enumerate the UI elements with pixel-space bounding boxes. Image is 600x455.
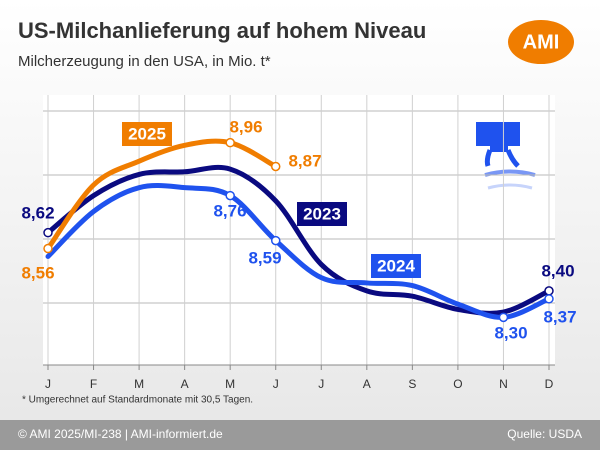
- x-tick-label: F: [90, 377, 97, 391]
- data-label: 8,96: [229, 117, 262, 136]
- milk-icon: [476, 122, 536, 190]
- footnote: * Umgerechnet auf Standardmonate mit 30,…: [22, 395, 253, 406]
- logo-badge: [508, 20, 574, 64]
- data-label: 8,76: [213, 201, 246, 220]
- data-point: [225, 190, 235, 201]
- chart-title: US-Milchanlieferung auf hohem Niveau: [18, 18, 426, 43]
- data-label: 8,62: [21, 203, 54, 222]
- x-tick-label: J: [273, 377, 279, 391]
- source: Quelle: USDA: [507, 427, 582, 441]
- series-line: [45, 164, 552, 316]
- logo-text: AMI: [523, 31, 560, 53]
- copyright: © AMI 2025/MI-238 | AMI-informiert.de: [18, 427, 223, 441]
- chart-subtitle: Milcherzeugung in den USA, in Mio. t*: [18, 53, 271, 70]
- x-tick-label: S: [408, 377, 416, 391]
- x-tick-label: M: [225, 377, 235, 391]
- x-tick-label: A: [181, 377, 189, 391]
- data-label: 8,30: [494, 323, 527, 342]
- legend-box: [297, 202, 347, 226]
- data-point: [498, 312, 509, 323]
- data-point: [225, 137, 235, 148]
- series-line: [45, 183, 552, 320]
- x-tick-label: J: [318, 377, 324, 391]
- x-tick-label: D: [545, 377, 554, 391]
- data-point: [270, 235, 281, 246]
- data-point: [43, 227, 53, 238]
- data-point: [270, 161, 281, 172]
- data-label: 8,59: [248, 248, 281, 267]
- data-point: [544, 286, 554, 296]
- x-tick-label: J: [45, 377, 51, 391]
- x-tick-label: O: [453, 377, 462, 391]
- data-point: [43, 243, 53, 254]
- data-label: 8,87: [288, 151, 321, 170]
- footer-band: [0, 420, 600, 450]
- data-point: [544, 294, 554, 304]
- x-tick-label: N: [499, 377, 508, 391]
- legend-label: 2025: [128, 124, 166, 143]
- data-label: 8,40: [541, 261, 574, 280]
- legend-box: [122, 122, 172, 146]
- data-label: 8,56: [21, 263, 54, 282]
- data-label: 8,37: [543, 307, 576, 326]
- legend-box: [371, 254, 421, 278]
- x-tick-label: M: [134, 377, 144, 391]
- legend-label: 2023: [303, 204, 341, 223]
- x-tick-label: A: [363, 377, 371, 391]
- legend-label: 2024: [377, 256, 415, 275]
